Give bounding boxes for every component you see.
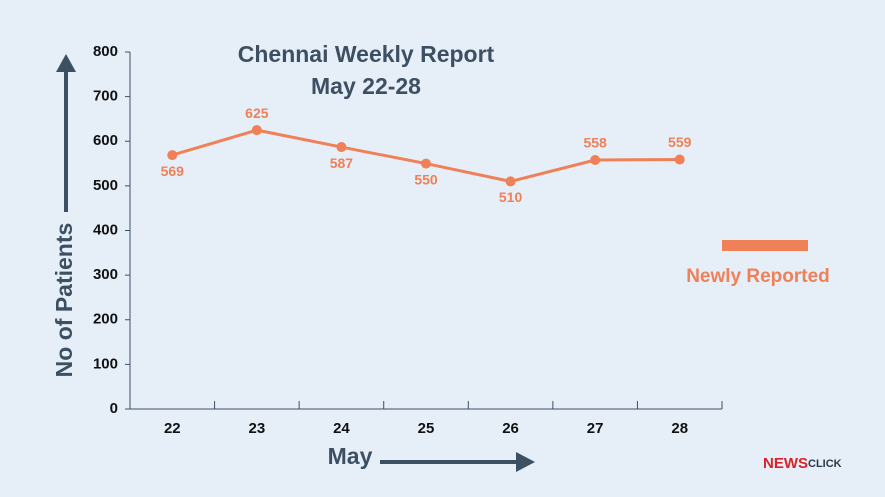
logo-part2: CLICK	[808, 458, 842, 470]
point	[336, 142, 347, 153]
x-tick-label: 27	[587, 420, 604, 437]
y-tick-label: 700	[93, 88, 118, 105]
data-label: 510	[499, 189, 523, 205]
x-tick-label: 24	[333, 420, 350, 437]
data-label: 559	[668, 134, 692, 150]
y-tick-label: 500	[93, 177, 118, 194]
data-label: 558	[583, 135, 607, 151]
data-label: 550	[414, 171, 438, 187]
y-tick-label: 600	[93, 132, 118, 149]
x-tick-label: 23	[249, 420, 266, 437]
data-label: 587	[330, 155, 354, 171]
x-tick-label: 25	[418, 420, 435, 437]
x-tick-label: 28	[671, 420, 688, 437]
y-tick-label: 0	[110, 400, 118, 417]
point	[167, 150, 178, 161]
legend-label: Newly Reported	[686, 266, 830, 287]
y-axis-label: No of Patients	[51, 223, 77, 378]
point	[505, 176, 516, 187]
chart-title: Chennai Weekly Report	[238, 41, 495, 67]
y-tick-label: 200	[93, 311, 118, 328]
point	[590, 154, 601, 165]
y-tick-label: 300	[93, 266, 118, 283]
x-axis-label: May	[328, 443, 373, 469]
point	[251, 125, 262, 136]
point	[421, 158, 431, 169]
x-arrow-head	[516, 452, 535, 472]
logo-part1: NEWS	[763, 455, 808, 472]
y-tick-label: 800	[93, 43, 118, 60]
data-label: 569	[161, 163, 185, 179]
y-tick-label: 100	[93, 355, 118, 372]
y-tick-label: 400	[93, 221, 118, 238]
data-label: 625	[245, 105, 269, 121]
x-tick-label: 26	[502, 420, 519, 437]
point	[674, 154, 685, 165]
chart-subtitle: May 22-28	[311, 73, 421, 99]
logo: NEWSCLICK	[763, 455, 842, 472]
y-arrow-head	[56, 54, 76, 72]
legend-swatch	[722, 240, 808, 251]
x-tick-label: 22	[164, 420, 181, 437]
